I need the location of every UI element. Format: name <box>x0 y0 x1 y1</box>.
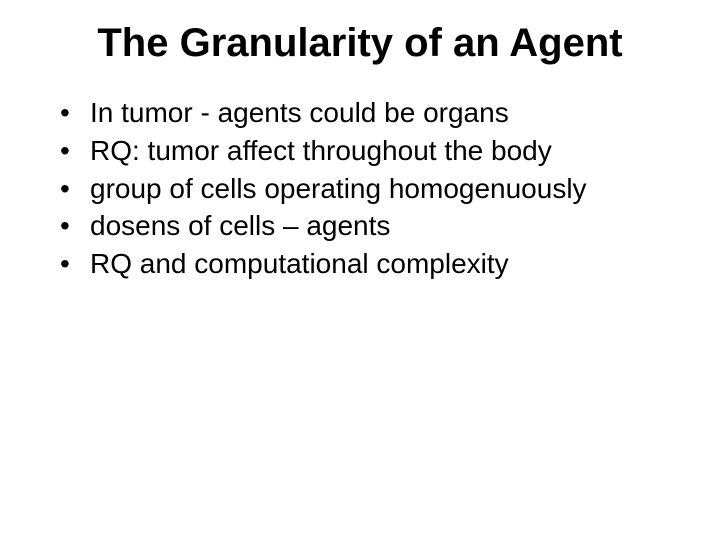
list-item: dosens of cells – agents <box>60 207 680 245</box>
list-item: RQ and computational complexity <box>60 245 680 283</box>
slide-title: The Granularity of an Agent <box>40 20 680 66</box>
list-item: RQ: tumor affect throughout the body <box>60 132 680 170</box>
bullet-list: In tumor - agents could be organs RQ: tu… <box>40 94 680 283</box>
list-item: In tumor - agents could be organs <box>60 94 680 132</box>
list-item: group of cells operating homogenuously <box>60 170 680 208</box>
slide: The Granularity of an Agent In tumor - a… <box>0 0 720 540</box>
